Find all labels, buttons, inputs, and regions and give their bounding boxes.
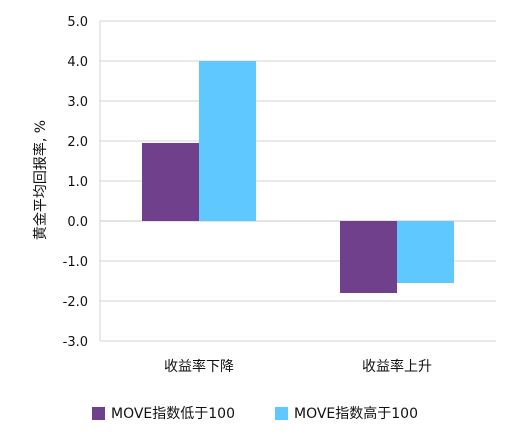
y-tick-label: -2.0 (63, 295, 88, 310)
x-category-label: 收益率上升 (362, 358, 432, 375)
bar-low-0 (142, 143, 199, 221)
y-axis-label: 黄金平均回报率, % (32, 120, 49, 240)
y-tick-label: 3.0 (67, 95, 88, 110)
x-category-label: 收益率下降 (164, 358, 234, 375)
y-tick-label: 5.0 (67, 15, 88, 30)
bar-high-1 (397, 221, 454, 283)
x-axis-categories: 收益率下降 收益率上升 (164, 358, 432, 375)
y-tick-label: 4.0 (67, 55, 88, 70)
legend: MOVE指数低于100 MOVE指数高于100 (92, 402, 418, 424)
legend-label-high: MOVE指数高于100 (294, 406, 418, 422)
bar-high-0 (199, 61, 256, 221)
y-tick-label: 0.0 (67, 215, 88, 230)
legend-item-high: MOVE指数高于100 (275, 403, 418, 423)
legend-label-low: MOVE指数低于100 (111, 406, 235, 422)
legend-item-low: MOVE指数低于100 (92, 403, 235, 423)
legend-swatch-high (275, 406, 288, 420)
y-axis-ticks: 5.0 4.0 3.0 2.0 1.0 0.0 -1.0 -2.0 -3.0 (63, 15, 88, 350)
y-tick-label: 2.0 (67, 135, 88, 150)
bars (142, 61, 454, 293)
y-tick-label: -1.0 (63, 255, 88, 270)
legend-swatch-low (92, 406, 105, 420)
y-tick-label: 1.0 (67, 175, 88, 190)
bar-low-1 (340, 221, 397, 293)
y-tick-label: -3.0 (63, 335, 88, 350)
